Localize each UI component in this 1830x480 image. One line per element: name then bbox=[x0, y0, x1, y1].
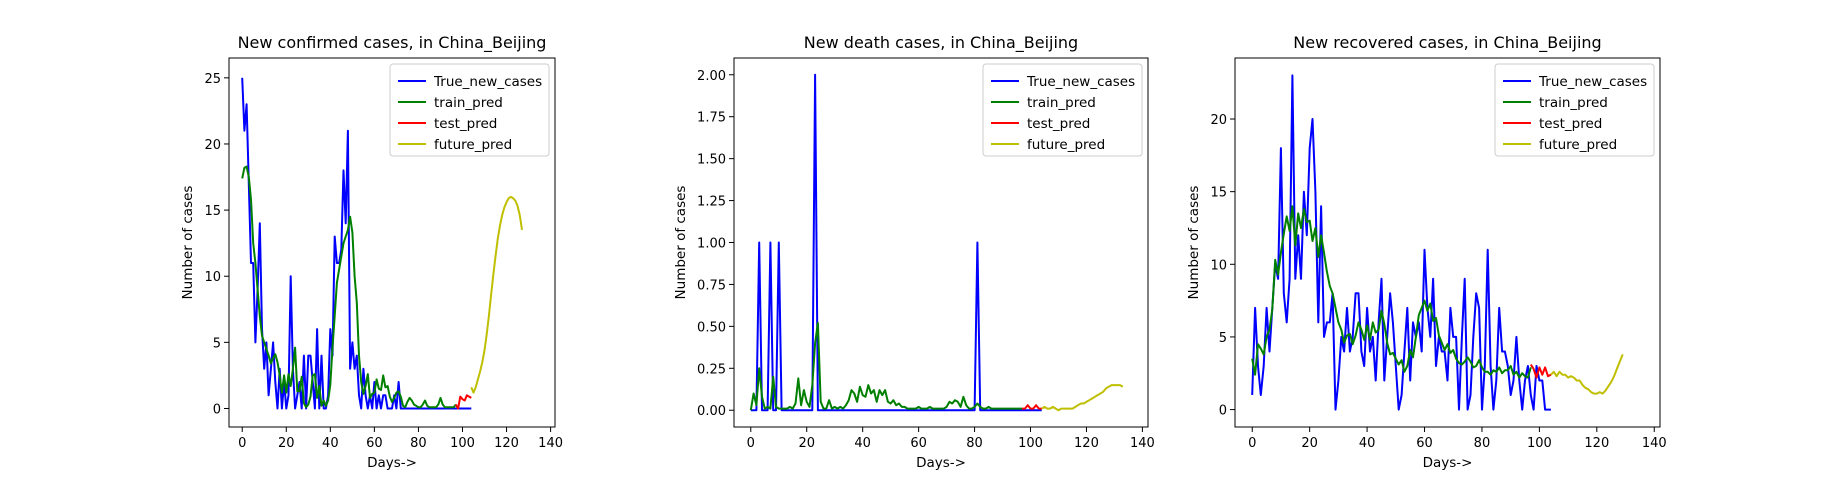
y-tick-label: 5 bbox=[1219, 331, 1227, 346]
x-tick-label: 120 bbox=[1074, 436, 1099, 451]
y-axis-label: Number of cases bbox=[673, 186, 689, 300]
series-line-test_pred bbox=[1529, 363, 1552, 379]
y-tick-label: 0.75 bbox=[697, 278, 726, 293]
x-tick-label: 120 bbox=[1584, 436, 1609, 451]
series-line-train_pred bbox=[749, 322, 1023, 411]
y-tick-label: 10 bbox=[1210, 258, 1227, 273]
y-tick-label: 0 bbox=[213, 402, 221, 417]
legend-box bbox=[982, 63, 1143, 157]
x-tick-label: 60 bbox=[366, 436, 383, 451]
series-line-train_pred bbox=[1251, 205, 1532, 379]
series-line-test_pred bbox=[1022, 404, 1042, 410]
y-tick-label: 2.00 bbox=[697, 69, 726, 84]
y-tick-label: 1.25 bbox=[697, 195, 726, 210]
y-tick-label: 25 bbox=[204, 72, 221, 87]
x-tick-label: 120 bbox=[494, 436, 519, 451]
chart-title: New death cases, in China_Beijing bbox=[804, 33, 1078, 53]
x-tick-label: 20 bbox=[278, 436, 295, 451]
y-tick-label: 20 bbox=[204, 138, 221, 153]
x-tick-label: 0 bbox=[747, 436, 755, 451]
x-tick-label: 140 bbox=[538, 436, 563, 451]
series-line-future_pred bbox=[470, 195, 523, 394]
series-line-test_pred bbox=[455, 394, 472, 410]
x-tick-label: 20 bbox=[798, 436, 815, 451]
y-tick-label: 15 bbox=[204, 204, 221, 219]
x-tick-label: 60 bbox=[910, 436, 927, 451]
x-tick-label: 80 bbox=[966, 436, 983, 451]
plot-frame bbox=[1234, 57, 1661, 428]
x-tick-label: 140 bbox=[1642, 436, 1667, 451]
x-tick-label: 60 bbox=[1416, 436, 1433, 451]
legend-label: test_pred bbox=[1539, 116, 1602, 132]
legend: True_new_cases train_pred test_pred future_… bbox=[389, 63, 550, 157]
legend-label: train_pred bbox=[434, 95, 503, 111]
x-axis-label: Days-> bbox=[916, 455, 966, 471]
legend-label: future_pred bbox=[1027, 137, 1105, 153]
y-tick-label: 0.25 bbox=[697, 362, 726, 377]
series-line-True_new_cases bbox=[750, 73, 1042, 412]
legend-label: test_pred bbox=[1027, 116, 1090, 132]
y-tick-label: 1.50 bbox=[697, 153, 726, 168]
y-tick-label: 1.00 bbox=[697, 237, 726, 252]
plot-frame bbox=[228, 57, 556, 428]
y-axis-label: Number of cases bbox=[180, 186, 196, 300]
legend-label: train_pred bbox=[1027, 95, 1096, 111]
x-tick-label: 0 bbox=[1248, 436, 1256, 451]
legend-label: train_pred bbox=[1539, 95, 1608, 111]
x-tick-label: 40 bbox=[854, 436, 871, 451]
x-tick-label: 80 bbox=[410, 436, 427, 451]
x-tick-label: 40 bbox=[322, 436, 339, 451]
x-tick-label: 140 bbox=[1130, 436, 1155, 451]
y-tick-label: 5 bbox=[213, 336, 221, 351]
y-tick-label: 15 bbox=[1210, 186, 1227, 201]
legend-label: True_new_cases bbox=[433, 74, 542, 90]
x-axis-label: Days-> bbox=[1423, 455, 1473, 471]
chart-title: New recovered cases, in China_Beijing bbox=[1293, 33, 1601, 53]
x-tick-label: 80 bbox=[1474, 436, 1491, 451]
chart-panel-1: 0 20 40 60 80 100 120 140 0 5 10 15 20 25 New confirme… bbox=[180, 33, 563, 471]
series-line-train_pred bbox=[241, 165, 457, 409]
series-line-future_pred bbox=[1041, 384, 1124, 412]
x-tick-label: 100 bbox=[450, 436, 475, 451]
y-tick-label: 10 bbox=[204, 270, 221, 285]
legend-label: future_pred bbox=[1539, 137, 1617, 153]
legend-label: True_new_cases bbox=[1026, 74, 1135, 90]
chart-panel-3: 0 20 40 60 80 100 120 140 0 5 10 15 20 New recovered … bbox=[1186, 33, 1667, 471]
x-axis-label: Days-> bbox=[367, 455, 417, 471]
y-tick-label: 0 bbox=[1219, 404, 1227, 419]
x-tick-label: 20 bbox=[1301, 436, 1318, 451]
legend-box bbox=[1494, 63, 1655, 157]
series-line-True_new_cases bbox=[1251, 74, 1551, 411]
legend-label: True_new_cases bbox=[1538, 74, 1647, 90]
series-line-future_pred bbox=[1550, 354, 1624, 395]
legend: True_new_cases train_pred test_pred future_… bbox=[982, 63, 1143, 157]
chart-title: New confirmed cases, in China_Beijing bbox=[238, 33, 547, 53]
x-tick-label: 100 bbox=[1018, 436, 1043, 451]
legend: True_new_cases train_pred test_pred future_… bbox=[1494, 63, 1655, 157]
x-tick-label: 100 bbox=[1527, 436, 1552, 451]
legend-label: future_pred bbox=[434, 137, 512, 153]
legend-label: test_pred bbox=[434, 116, 497, 132]
y-tick-label: 1.75 bbox=[697, 111, 726, 126]
y-axis-label: Number of cases bbox=[1186, 186, 1202, 300]
y-tick-label: 0.00 bbox=[697, 404, 726, 419]
x-tick-label: 0 bbox=[238, 436, 246, 451]
x-tick-label: 40 bbox=[1359, 436, 1376, 451]
y-tick-label: 0.50 bbox=[697, 320, 726, 335]
chart-panel-2: 0 20 40 60 80 100 120 140 0.00 0.25 0.50 0.75 1.00 1.… bbox=[673, 33, 1155, 471]
legend-box bbox=[389, 63, 550, 157]
y-tick-label: 20 bbox=[1210, 113, 1227, 128]
